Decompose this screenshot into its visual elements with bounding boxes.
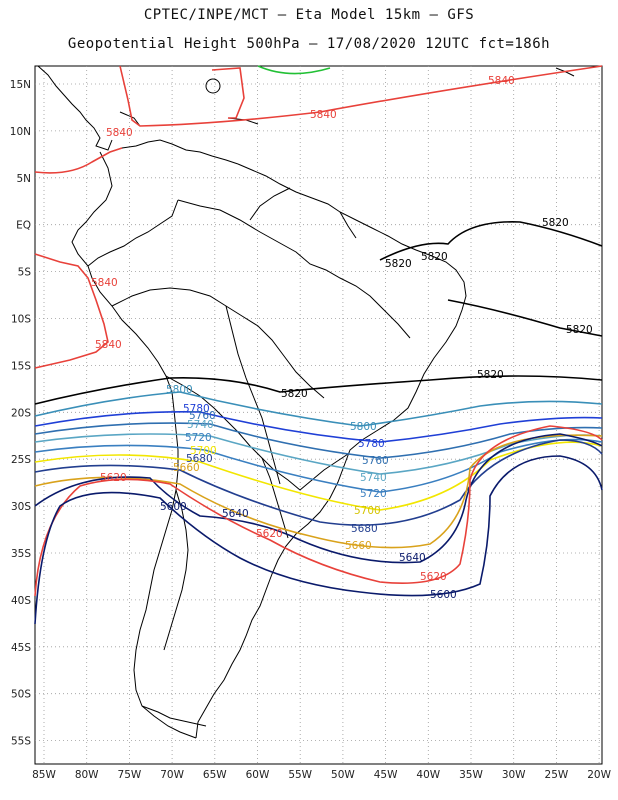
lon-tick-label: 45W xyxy=(374,769,398,781)
contour-label: 5680 xyxy=(186,453,213,465)
contour-5840-rect xyxy=(211,67,245,119)
contour-label: 5820 xyxy=(542,217,569,229)
lat-tick-label: 5S xyxy=(18,267,32,279)
contour-label: 5640 xyxy=(399,552,426,564)
lat-tick-label: 45S xyxy=(11,642,31,654)
lon-tick-label: 80W xyxy=(75,769,99,781)
lat-tick-label: 40S xyxy=(11,595,31,607)
contour-label: 5800 xyxy=(166,384,193,396)
lon-tick-label: 70W xyxy=(160,769,184,781)
lat-tick-label: 15N xyxy=(10,79,31,91)
lat-tick-label: 10N xyxy=(10,126,31,138)
lat-tick-label: EQ xyxy=(16,220,31,232)
contour-label: 5820 xyxy=(385,258,412,270)
lon-tick-label: 55W xyxy=(288,769,312,781)
contour-label: 5720 xyxy=(185,432,212,444)
lon-tick-label: 75W xyxy=(118,769,142,781)
contour-label: 5840 xyxy=(91,277,118,289)
contour-label: 5840 xyxy=(310,109,337,121)
contour-label: 5840 xyxy=(488,75,515,87)
lat-tick-label: 25S xyxy=(11,454,31,466)
lon-tick-label: 20W xyxy=(587,769,611,781)
contour-label: 5660 xyxy=(345,540,372,552)
contour-5620 xyxy=(34,425,603,597)
contour-5720 xyxy=(34,438,603,493)
contour-label: 5820 xyxy=(281,388,308,400)
contour-label: 5620 xyxy=(256,528,283,540)
map-title-line-2: Geopotential Height 500hPa – 17/08/2020 … xyxy=(67,36,551,52)
lon-tick-label: 60W xyxy=(246,769,270,781)
contour-label: 5820 xyxy=(566,324,593,336)
contour-label: 5740 xyxy=(360,472,387,484)
contour-label: 5760 xyxy=(362,455,389,467)
contour-label: 5620 xyxy=(420,571,447,583)
contour-label: 5660 xyxy=(173,462,200,474)
continent-outline xyxy=(37,65,575,739)
lon-tick-label: 40W xyxy=(416,769,440,781)
contour-5840-north xyxy=(119,65,603,127)
contour-5700 xyxy=(34,441,603,511)
lon-tick-label: 30W xyxy=(502,769,526,781)
contour-label: 5700 xyxy=(354,505,381,517)
lat-tick-label: 35S xyxy=(11,548,31,560)
lon-tick-label: 85W xyxy=(32,769,56,781)
contour-label: 5780 xyxy=(183,403,210,415)
contour-5780 xyxy=(34,410,603,443)
height-contours xyxy=(34,65,603,625)
contour-5740 xyxy=(34,433,603,475)
contour-label: 5700 xyxy=(190,445,217,457)
lat-tick-label: 10S xyxy=(11,314,31,326)
lon-tick-label: 65W xyxy=(203,769,227,781)
contour-5820-north xyxy=(379,221,603,261)
lon-tick-label: 35W xyxy=(459,769,483,781)
contour-label: 5740 xyxy=(187,419,214,431)
contour-label: 5720 xyxy=(360,488,387,500)
contour-5760 xyxy=(34,422,603,459)
contour-label: 5760 xyxy=(189,410,216,422)
contour-label: 5680 xyxy=(351,523,378,535)
contour-5860 xyxy=(257,65,331,75)
contour-5820-east xyxy=(447,299,603,337)
lat-tick-label: 15S xyxy=(11,360,31,372)
contour-labels: 5840 5840 5840 5840 5840 5820 5820 5820 … xyxy=(91,75,593,601)
contour-label: 5840 xyxy=(106,127,133,139)
contour-5800 xyxy=(34,391,603,427)
lat-lon-grid xyxy=(35,66,602,764)
contour-5820-main xyxy=(34,375,603,405)
contour-label: 5820 xyxy=(421,251,448,263)
lat-tick-label: 55S xyxy=(11,736,31,748)
lon-tick-label: 25W xyxy=(545,769,569,781)
lat-tick-label: 5N xyxy=(16,173,31,185)
contour-label: 5840 xyxy=(95,339,122,351)
contour-5840-west-top xyxy=(34,147,123,174)
map-title-line-1: CPTEC/INPE/MCT – Eta Model 15km – GFS xyxy=(143,7,475,23)
contour-5840-west xyxy=(34,253,109,369)
lat-tick-label: 20S xyxy=(11,407,31,419)
lon-tick-label: 50W xyxy=(331,769,355,781)
contour-label: 5640 xyxy=(222,508,249,520)
lat-tick-label: 50S xyxy=(11,689,31,701)
lat-tick-label: 30S xyxy=(11,501,31,513)
contour-5680 xyxy=(34,439,603,526)
contour-label: 5820 xyxy=(477,369,504,381)
contour-label: 5600 xyxy=(160,501,187,513)
contour-label: 5620 xyxy=(100,472,127,484)
contour-5600 xyxy=(34,455,603,625)
contour-5640 xyxy=(34,433,603,564)
axis-labels: 15N 10N 5N EQ 5S 10S 15S 20S 25S 30S 35S 40S 45S 50S 5… xyxy=(10,79,612,781)
contour-label: 5800 xyxy=(350,421,377,433)
contour-label: 5780 xyxy=(358,438,385,450)
contour-label: 5600 xyxy=(430,589,457,601)
